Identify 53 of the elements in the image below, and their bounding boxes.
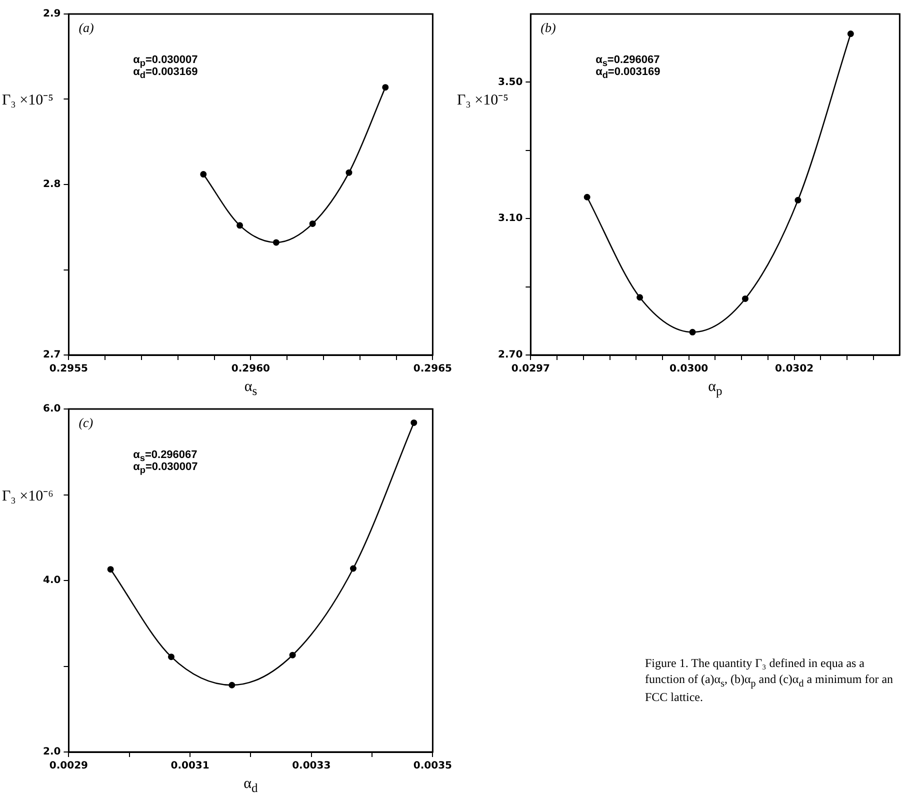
point (794, 196, 802, 204)
point (168, 654, 174, 660)
y-tick-label: 2.7 (42, 350, 61, 361)
annotation: α$_{d}$=0.003169 (133, 66, 198, 80)
x-tick-label: 0.0300 (670, 364, 708, 375)
y-tick-label: 4.0 (42, 575, 61, 586)
x-tick-label: 0.2960 (231, 364, 270, 375)
annotation: α$_{p}$=0.030007 (133, 461, 198, 476)
x-tick-label: 0.0035 (413, 760, 452, 772)
annotation: α$_{s}$=0.296067 (133, 449, 198, 464)
point (346, 169, 352, 176)
x-axis-title: α$_{p}$ (708, 379, 722, 399)
annotation: α$_{d}$=0.003169 (596, 66, 660, 80)
point (382, 84, 389, 91)
y-tick-label: 3.50 (498, 76, 523, 88)
y-tick-label: 6.0 (42, 404, 61, 415)
y-tick-label: 3.10 (498, 213, 523, 224)
point (107, 566, 114, 573)
y-axis-title: Γ₃ ×10⁻⁵ (457, 92, 508, 110)
x-axis-title: α$_{d}$ (244, 776, 258, 796)
x-tick-label: 0.0033 (292, 760, 331, 772)
x-tick-label: 0.2965 (413, 364, 452, 375)
x-tick-label: 0.0031 (170, 760, 210, 772)
annotation: α$_{s}$=0.296067 (596, 54, 660, 68)
point (636, 294, 644, 301)
y-axis-title: Γ₃ ×10⁻⁵ (2, 92, 54, 110)
annotation: (c) (78, 415, 94, 431)
annotation: (b) (540, 20, 556, 36)
point (200, 171, 207, 178)
point (309, 220, 316, 227)
y-tick-label: 2.0 (42, 746, 61, 758)
annotation: (a) (78, 20, 94, 36)
point (689, 328, 696, 336)
point (289, 652, 296, 658)
point (272, 239, 280, 246)
point (584, 194, 590, 200)
x-tick-label: 0.2955 (49, 364, 88, 375)
text: Figure 1. The quantity Γ₃ defined in equa as a function of (a)α$_{s}$, (b)α$_{p}$ and (c)α$_{d}$ a minimum for an FCC lattice. (645, 656, 894, 704)
x-tick-label: 0.0297 (511, 364, 550, 375)
y-tick-label: 2.70 (498, 350, 523, 361)
y-tick-label: 2.8 (42, 179, 61, 190)
point (410, 419, 418, 426)
x-axis-title: α$_{s}$ (244, 379, 258, 399)
point (742, 295, 748, 302)
point (350, 565, 356, 572)
point (228, 682, 236, 688)
x-tick-label: 0.0302 (774, 364, 814, 375)
x-tick-label: 0.0029 (49, 760, 88, 772)
point (236, 222, 244, 229)
y-axis-title: Γ₃ ×10⁻⁶ (2, 487, 54, 506)
point (847, 30, 854, 38)
annotation: α$_{p}$=0.030007 (133, 54, 198, 68)
y-tick-label: 2.9 (42, 8, 61, 20)
